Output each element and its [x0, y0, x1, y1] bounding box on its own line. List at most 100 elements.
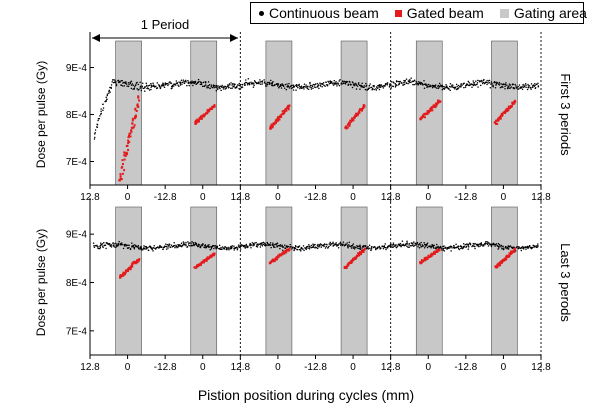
- x-tick-label: 12.8: [80, 362, 100, 373]
- gated-point: [277, 116, 280, 119]
- continuous-point: [257, 244, 259, 246]
- continuous-point: [348, 241, 351, 244]
- x-tick-label: 0: [501, 192, 507, 203]
- continuous-point: [346, 242, 348, 244]
- continuous-point: [363, 86, 365, 89]
- gated-point: [356, 113, 359, 116]
- continuous-point: [528, 85, 531, 87]
- gated-point: [438, 249, 441, 252]
- continuous-point: [394, 86, 397, 88]
- gated-point: [424, 259, 427, 262]
- continuous-point: [151, 248, 154, 251]
- continuous-point: [424, 243, 426, 246]
- continuous-point: [358, 82, 360, 84]
- continuous-point: [527, 86, 530, 89]
- continuous-point: [309, 86, 311, 88]
- gated-point: [358, 109, 361, 112]
- gated-point: [208, 109, 211, 112]
- continuous-point: [502, 248, 505, 251]
- x-tick-label: 0: [425, 362, 431, 373]
- gated-point: [355, 114, 358, 117]
- continuous-point: [318, 87, 320, 90]
- continuous-point: [294, 247, 297, 250]
- continuous-point: [165, 82, 167, 85]
- continuous-point: [351, 86, 354, 89]
- continuous-point: [283, 87, 286, 89]
- continuous-point: [307, 247, 309, 249]
- continuous-point: [150, 88, 152, 91]
- gated-point: [282, 250, 285, 253]
- continuous-point: [424, 245, 427, 247]
- continuous-point: [528, 244, 531, 247]
- continuous-point: [352, 83, 355, 85]
- continuous-point: [259, 83, 262, 85]
- continuous-point: [423, 246, 426, 249]
- continuous-point: [121, 242, 123, 244]
- continuous-point: [393, 82, 395, 84]
- continuous-point: [337, 244, 339, 247]
- continuous-point: [295, 83, 298, 86]
- continuous-point: [239, 244, 241, 247]
- continuous-point: [403, 81, 405, 84]
- continuous-point: [325, 81, 327, 83]
- gated-point: [270, 123, 273, 126]
- continuous-point: [102, 246, 104, 249]
- continuous-point: [303, 249, 305, 252]
- gated-point: [126, 152, 129, 155]
- gated-point: [134, 114, 137, 117]
- continuous-point: [525, 84, 527, 87]
- gated-point: [351, 260, 354, 263]
- continuous-point: [406, 243, 408, 245]
- continuous-point: [403, 79, 405, 82]
- continuous-point: [174, 246, 176, 249]
- continuous-point: [166, 243, 169, 246]
- period-label: 1 Period: [141, 17, 189, 32]
- continuous-point: [344, 243, 347, 246]
- continuous-point: [253, 83, 255, 85]
- gating-area: [415, 40, 443, 186]
- continuous-point: [223, 86, 225, 89]
- continuous-point: [340, 244, 342, 247]
- continuous-point: [97, 119, 99, 122]
- gated-point: [513, 251, 516, 254]
- continuous-point: [266, 244, 268, 246]
- continuous-point: [335, 242, 337, 244]
- continuous-point: [141, 85, 144, 88]
- continuous-point: [347, 83, 350, 85]
- continuous-point: [125, 81, 127, 83]
- continuous-point: [281, 244, 283, 246]
- gated-point: [439, 100, 442, 103]
- continuous-point: [314, 246, 317, 248]
- continuous-point: [298, 83, 300, 86]
- continuous-point: [174, 84, 177, 86]
- continuous-point: [350, 83, 352, 86]
- continuous-point: [355, 246, 357, 249]
- continuous-point: [130, 80, 133, 83]
- continuous-point: [364, 88, 367, 91]
- gated-point: [197, 265, 200, 268]
- gated-point: [269, 125, 272, 128]
- continuous-point: [291, 84, 293, 86]
- gated-point: [269, 261, 272, 264]
- continuous-point: [517, 245, 519, 248]
- continuous-point: [129, 82, 132, 85]
- continuous-point: [240, 245, 242, 248]
- continuous-point: [173, 242, 175, 244]
- continuous-point: [229, 83, 231, 86]
- continuous-point: [316, 82, 319, 85]
- gated-point: [360, 109, 363, 112]
- continuous-point: [514, 83, 516, 86]
- continuous-point: [194, 81, 197, 84]
- gating-area: [190, 40, 218, 186]
- continuous-point: [342, 82, 345, 85]
- gated-point: [351, 259, 354, 262]
- gating-area: [415, 206, 443, 356]
- continuous-point: [482, 79, 485, 82]
- gated-point: [131, 119, 134, 122]
- continuous-point: [257, 243, 259, 245]
- continuous-point: [94, 136, 96, 139]
- x-tick-label: 0: [350, 192, 356, 203]
- gated-point: [512, 249, 515, 252]
- continuous-point: [496, 82, 499, 84]
